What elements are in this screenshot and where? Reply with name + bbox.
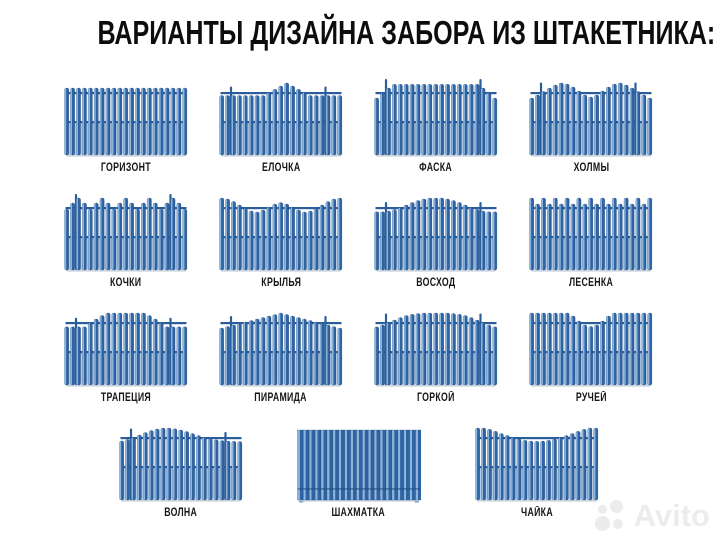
fence-label: ТРАПЕЦИЯ	[93, 392, 159, 404]
fence-label: ВОСХОД	[410, 277, 462, 289]
fence-label: ГОРКОЙ	[411, 392, 461, 404]
fence-variant-voskhod: ВОСХОД	[374, 192, 498, 289]
fence-variant-trapetsiya: ТРАПЕЦИЯ	[64, 307, 188, 404]
fence-illustration-chayka	[474, 422, 599, 506]
fence-label-text: ЕЛОЧКА	[261, 162, 301, 174]
fence-label: КОЧКИ	[105, 277, 146, 289]
fence-variant-gorizont: ГОРИЗОНТ	[64, 77, 188, 174]
fence-label: ЕЛОЧКА	[256, 162, 307, 174]
fence-variant-kochki: КОЧКИ	[64, 192, 188, 289]
fence-label: ШАХМАТКА	[323, 507, 393, 519]
fence-grid: ГОРИЗОНТ ЕЛОЧКА ФАСКА ХОЛМЫ КОЧКИ	[0, 77, 717, 519]
fence-label-text: КРЫЛЬЯ	[261, 277, 301, 289]
fence-row-2: КОЧКИ КРЫЛЬЯ ВОСХОД ЛЕСЕНКА	[0, 192, 717, 289]
fence-variant-volna: ВОЛНА	[118, 422, 243, 519]
fence-label-text: ГОРИЗОНТ	[101, 162, 151, 174]
avito-watermark-text: Avito	[633, 498, 710, 533]
fence-illustration-shakhmatka	[296, 422, 422, 506]
fence-illustration-lesenka	[529, 192, 653, 276]
page-title-text: ВАРИАНТЫ ДИЗАЙНА ЗАБОРА ИЗ ШТАКЕТНИКА:	[97, 14, 716, 51]
fence-label-text: ВОЛНА	[164, 507, 197, 519]
fence-illustration-volna	[118, 422, 243, 506]
fence-illustration-gorizont	[64, 77, 188, 161]
fence-label: РУЧЕЙ	[571, 392, 612, 404]
fence-label: ГОРИЗОНТ	[93, 162, 159, 174]
fence-label: ВОЛНА	[159, 507, 202, 519]
fence-variant-shakhmatka: ШАХМАТКА	[296, 422, 422, 519]
fence-variant-lesenka: ЛЕСЕНКА	[529, 192, 653, 289]
fence-row-4: ВОЛНА ШАХМАТКА ЧАЙКА	[0, 422, 717, 519]
fence-label: КРЫЛЬЯ	[255, 277, 308, 289]
avito-logo-icon	[594, 499, 629, 533]
fence-label-text: ФАСКА	[419, 162, 453, 174]
fence-label-text: ЛЕСЕНКА	[568, 277, 614, 289]
fence-variant-gorkoy: ГОРКОЙ	[374, 307, 498, 404]
fence-label: ЛЕСЕНКА	[562, 277, 620, 289]
fence-label-text: РУЧЕЙ	[575, 392, 607, 404]
fence-illustration-voskhod	[374, 192, 498, 276]
fence-illustration-ruchey	[529, 307, 653, 391]
fence-label-text: ЧАЙКА	[520, 507, 553, 519]
page-title: ВАРИАНТЫ ДИЗАЙНА ЗАБОРА ИЗ ШТАКЕТНИКА:	[0, 0, 717, 53]
fence-label-text: ШАХМАТКА	[331, 507, 386, 519]
fence-variant-krylya: КРЫЛЬЯ	[219, 192, 343, 289]
fence-illustration-piramida	[219, 307, 343, 391]
fence-variant-faska: ФАСКА	[374, 77, 498, 174]
fence-label-text: ВОСХОД	[416, 277, 456, 289]
fence-label-text: ТРАПЕЦИЯ	[100, 392, 152, 404]
avito-watermark: Avito	[594, 498, 710, 533]
fence-label-text: КОЧКИ	[110, 277, 142, 289]
fence-label: ХОЛМЫ	[568, 162, 615, 174]
fence-label-text: ПИРАМИДА	[254, 392, 308, 404]
fence-variant-ruchey: РУЧЕЙ	[529, 307, 653, 404]
fence-illustration-kochki	[64, 192, 188, 276]
fence-illustration-gorkoy	[374, 307, 498, 391]
fence-row-1: ГОРИЗОНТ ЕЛОЧКА ФАСКА ХОЛМЫ	[0, 77, 717, 174]
fence-variant-chayka: ЧАЙКА	[474, 422, 599, 519]
fence-variant-piramida: ПИРАМИДА	[219, 307, 343, 404]
fence-illustration-elochka	[219, 77, 343, 161]
fence-variant-kholmy: ХОЛМЫ	[529, 77, 653, 174]
fence-label: ПИРАМИДА	[246, 392, 315, 404]
fence-illustration-faska	[374, 77, 498, 161]
fence-variant-elochka: ЕЛОЧКА	[219, 77, 343, 174]
fence-label-text: ХОЛМЫ	[573, 162, 609, 174]
fence-label: ФАСКА	[414, 162, 457, 174]
fence-illustration-krylya	[219, 192, 343, 276]
fence-illustration-kholmy	[529, 77, 653, 161]
fence-label: ЧАЙКА	[516, 507, 558, 519]
fence-row-3: ТРАПЕЦИЯ ПИРАМИДА ГОРКОЙ РУЧЕЙ	[0, 307, 717, 404]
fence-label-text: ГОРКОЙ	[417, 392, 455, 404]
fence-illustration-trapetsiya	[64, 307, 188, 391]
